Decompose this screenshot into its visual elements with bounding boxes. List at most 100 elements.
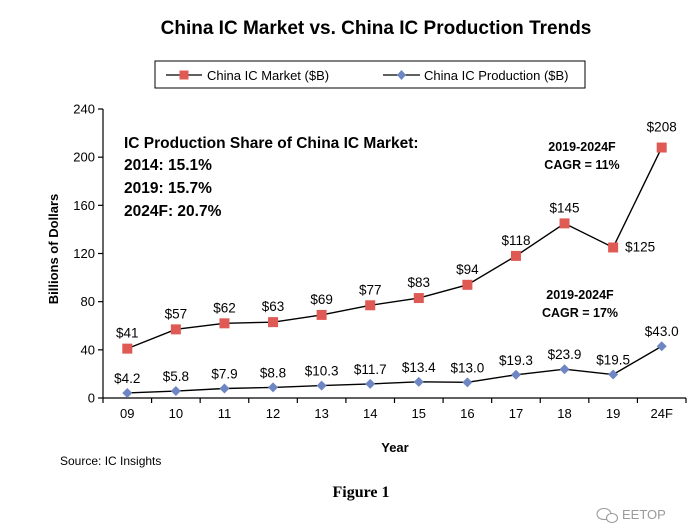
- watermark: EETOP: [596, 507, 666, 524]
- production-data-label: $4.2: [114, 371, 140, 386]
- market-data-label: $63: [262, 299, 285, 314]
- production-data-label: $10.3: [305, 364, 339, 379]
- legend-market-marker: [179, 70, 189, 80]
- production-data-label: $13.4: [402, 360, 436, 375]
- market-point: [559, 218, 570, 229]
- legend-item-market: China IC Market ($B): [166, 68, 329, 83]
- market-data-label: $145: [550, 200, 580, 215]
- y-tick-label: 160: [73, 198, 95, 213]
- legend-item-production: China IC Production ($B): [383, 68, 569, 83]
- production-point: [413, 376, 424, 387]
- x-axis: 09 10 11 12 13 14 15 16 17 18 19 24F: [102, 397, 687, 421]
- production-data-label: $19.5: [596, 353, 630, 368]
- x-tick-label: 17: [509, 406, 523, 421]
- market-data-label: $94: [456, 262, 479, 277]
- production-data-label: $8.8: [260, 365, 286, 380]
- y-axis: 0 40 80 120 160 200 240: [73, 102, 104, 406]
- market-point: [316, 309, 327, 320]
- market-data-label: $57: [165, 306, 188, 321]
- production-data-label: $23.9: [548, 347, 582, 362]
- market-cagr-period: 2019-2024F: [548, 140, 616, 154]
- x-tick-label: 19: [606, 406, 620, 421]
- x-tick-label: 24F: [651, 406, 673, 421]
- production-cagr-period: 2019-2024F: [546, 288, 614, 302]
- x-tick-label: 18: [557, 406, 571, 421]
- production-data-label: $19.3: [499, 353, 533, 368]
- figure-caption: Figure 1: [332, 484, 389, 501]
- wechat-icon: [596, 507, 619, 524]
- market-point: [656, 142, 667, 153]
- market-point: [608, 242, 619, 253]
- series-production-line: [127, 345, 663, 394]
- share-line-2014: 2014: 15.1%: [124, 157, 212, 174]
- market-point: [462, 279, 473, 290]
- y-tick-label: 120: [73, 246, 95, 261]
- production-data-label: $43.0: [645, 324, 679, 339]
- production-point: [219, 383, 230, 394]
- legend-production-label: China IC Production ($B): [424, 68, 569, 83]
- source-note: Source: IC Insights: [60, 454, 161, 468]
- market-data-label: $62: [213, 300, 236, 315]
- share-line-2024f: 2024F: 20.7%: [124, 203, 222, 220]
- y-tick-label: 80: [81, 294, 95, 309]
- market-cagr-value: CAGR = 11%: [544, 158, 619, 172]
- production-data-label: $7.9: [211, 366, 237, 381]
- production-point: [365, 378, 376, 389]
- production-point: [656, 341, 667, 352]
- y-tick-label: 240: [73, 102, 95, 117]
- x-tick-label: 13: [314, 406, 328, 421]
- y-tick-label: 0: [88, 391, 95, 406]
- production-data-label: $5.8: [163, 369, 189, 384]
- x-axis-title: Year: [381, 440, 408, 455]
- legend: China IC Market ($B) China IC Production…: [154, 60, 586, 89]
- share-title: IC Production Share of China IC Market:: [124, 135, 419, 152]
- market-data-label: $118: [501, 233, 530, 248]
- series-market-line: [127, 147, 663, 350]
- y-tick-label: 40: [81, 342, 95, 357]
- y-axis-title: Billions of Dollars: [46, 194, 61, 305]
- market-point: [219, 318, 230, 329]
- share-line-2019: 2019: 15.7%: [124, 180, 212, 197]
- market-cagr-annotation: 2019-2024F CAGR = 11%: [544, 140, 619, 172]
- production-data-label: $11.7: [354, 362, 387, 377]
- x-tick-label: 12: [266, 406, 280, 421]
- market-point: [413, 293, 424, 304]
- x-tick-label: 11: [218, 406, 232, 421]
- production-cagr-value: CAGR = 17%: [542, 306, 618, 320]
- market-data-label: $41: [116, 326, 139, 341]
- production-cagr-annotation: 2019-2024F CAGR = 17%: [542, 288, 618, 320]
- market-point: [510, 250, 521, 261]
- x-tick-label: 14: [363, 406, 377, 421]
- x-tick-label: 16: [460, 406, 474, 421]
- y-tick-label: 200: [73, 150, 95, 165]
- legend-production-marker: [397, 70, 406, 80]
- production-point: [608, 369, 619, 380]
- production-data-label: $13.0: [450, 360, 484, 375]
- market-point: [268, 317, 279, 328]
- series-market: [122, 142, 667, 354]
- legend-box: [154, 60, 586, 89]
- production-point: [510, 369, 521, 380]
- market-data-label: $125: [625, 239, 655, 254]
- market-point: [122, 343, 133, 354]
- production-point: [316, 380, 327, 391]
- production-point: [268, 382, 279, 393]
- x-tick-label: 15: [412, 406, 426, 421]
- market-data-label: $83: [408, 275, 431, 290]
- market-data-label: $208: [647, 120, 677, 135]
- production-point: [462, 377, 473, 388]
- production-point: [122, 387, 133, 398]
- market-data-label: $77: [359, 282, 382, 297]
- market-point: [170, 324, 181, 335]
- series-production: [122, 341, 667, 398]
- x-tick-label: 09: [120, 406, 134, 421]
- production-point: [559, 364, 570, 375]
- production-point: [170, 386, 181, 397]
- chart-title: China IC Market vs. China IC Production …: [161, 18, 592, 39]
- legend-market-label: China IC Market ($B): [207, 68, 329, 83]
- watermark-text: EETOP: [622, 507, 666, 522]
- market-data-label: $69: [310, 292, 333, 307]
- share-annotation: IC Production Share of China IC Market: …: [124, 135, 419, 220]
- market-point: [365, 300, 376, 311]
